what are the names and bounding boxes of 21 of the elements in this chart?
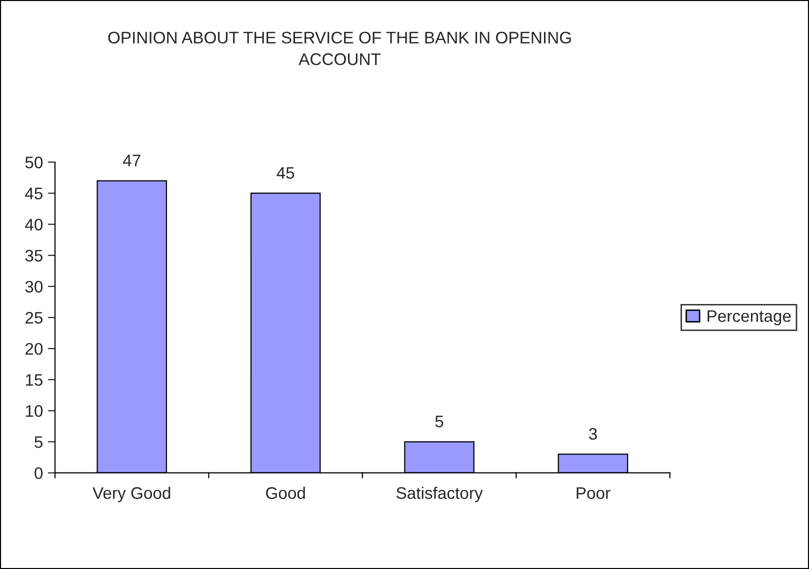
chart-title: OPINION ABOUT THE SERVICE OF THE BANK IN OPENING ACCOUNT: [108, 32, 571, 66]
y-tick-label: 15: [26, 374, 43, 386]
data-label: 5: [435, 416, 444, 428]
y-tick-label: 30: [25, 280, 43, 293]
x-tick-label: Very Good: [92, 486, 170, 502]
y-tick-label: 25: [26, 312, 43, 324]
y-tick-label: 50: [25, 156, 43, 168]
x-tick-label: Poor: [576, 487, 610, 499]
data-label: 45: [276, 167, 294, 179]
y-tick-label: 35: [25, 250, 43, 262]
y-tick-label: 40: [25, 218, 43, 231]
y-tick-label: 0: [34, 467, 43, 480]
x-tick-label: Good: [266, 486, 305, 499]
x-tick-label: Satisfactory: [396, 486, 483, 502]
legend-label: Percentage: [708, 310, 791, 326]
data-label: 3: [589, 428, 597, 440]
data-label: 47: [122, 154, 140, 166]
y-tick-label: 10: [26, 405, 43, 417]
y-tick-label: 20: [26, 342, 43, 355]
y-tick-label: 5: [34, 436, 43, 448]
y-tick-label: 45: [25, 188, 43, 200]
